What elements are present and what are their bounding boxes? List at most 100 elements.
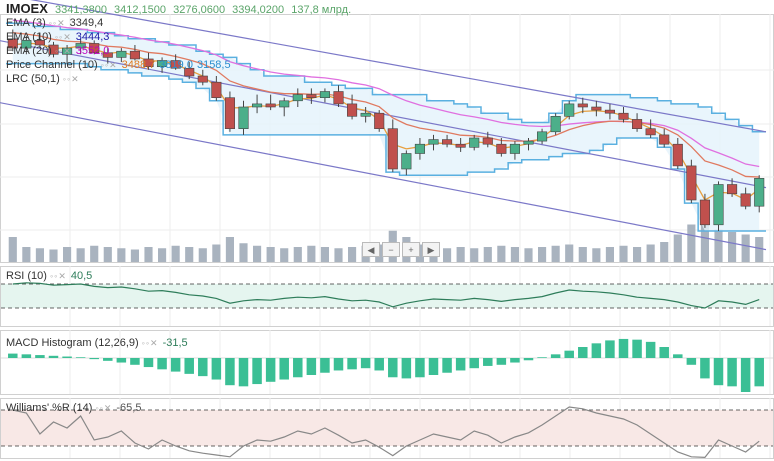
candle [509,143,520,154]
legend-price-channel[interactable]: Price Channel (10) ◦◦✕ 3488,7 3819,0 3158,5 [6,59,231,72]
scroll-nav: ◀ − + ▶ [362,242,440,257]
candle [401,153,412,170]
candle [686,165,697,201]
williams-panel[interactable] [1,406,773,459]
volume-bar [293,247,302,262]
volume-bar [225,237,234,262]
settings-icon[interactable]: ◦◦✕ [100,60,118,70]
candle [116,50,127,58]
macd-bar [564,350,574,358]
macd-value: -31,5 [162,337,188,349]
settings-icon[interactable]: ◦◦✕ [62,74,80,84]
candle [387,128,398,170]
settings-icon[interactable]: ◦◦✕ [141,338,159,348]
macd-bar [442,358,452,373]
macd-bar [591,343,602,358]
candle [170,60,181,69]
settings-icon[interactable]: ◦◦✕ [95,403,113,413]
ticker-label: IMOEX [6,1,48,16]
macd-bar [89,358,99,360]
scroll-right-button[interactable]: ▶ [422,242,440,257]
scroll-left-button[interactable]: ◀ [362,242,380,257]
volume-bar [253,245,262,262]
volume-bar [185,247,194,262]
legend-pc-name: Price Channel (10) [6,59,98,71]
volume-bar [49,249,58,262]
macd-bar [8,353,18,358]
macd-legend[interactable]: MACD Histogram (12,26,9) ◦◦✕ -31,5 [6,337,188,350]
legend-pc-low: 3158,5 [196,59,231,71]
lrc-upper-line [29,0,767,133]
volume-bar [130,249,139,262]
volume-bar [63,247,72,262]
macd-bar [578,347,588,358]
settings-icon[interactable]: ◦◦✕ [49,271,67,281]
candle [333,91,344,105]
legend-ema10[interactable]: EMA (10) ◦◦✕ 3444,3 [6,31,109,44]
candle [265,103,276,108]
macd-bar [333,358,344,371]
macd-bar [415,358,425,378]
macd-bar [496,358,507,365]
williams-legend[interactable]: Williams' %R (14) ◦◦✕ -65,5 [6,402,141,415]
macd-panel[interactable] [1,338,773,392]
volume-bar [348,247,357,262]
macd-bar [252,358,262,385]
volume-bar [22,247,31,262]
candle [21,40,32,49]
close-value: 3394,0200 [232,4,285,16]
macd-bar [198,358,208,377]
candle [75,43,86,49]
macd-bar [184,358,194,374]
volume-bar [673,234,682,262]
macd-bar [686,358,697,365]
macd-bar [130,358,140,365]
macd-bar [388,358,398,378]
macd-bar [116,358,127,363]
lrc-center-line [0,40,767,189]
candle [672,143,683,167]
volume-bar [728,232,737,262]
candle [713,184,724,226]
rsi-name: RSI (10) [6,270,47,282]
zoom-out-button[interactable]: − [382,242,400,257]
candle [564,103,575,117]
candle [197,75,208,83]
candle [699,199,710,226]
macd-bar [428,358,439,375]
rsi-legend[interactable]: RSI (10) ◦◦✕ 40,5 [6,270,92,283]
legend-ema3[interactable]: EMA (3) ◦◦✕ 3349,4 [6,17,103,30]
volume-bar [578,247,587,262]
legend-lrc[interactable]: LRC (50,1) ◦◦✕ [6,73,80,86]
volume-bar [497,245,506,262]
macd-bar [483,358,493,366]
candle [632,119,643,130]
candle [292,94,303,102]
candle [252,103,263,108]
williams-line [12,406,760,459]
macd-bar [645,341,656,358]
candle [129,50,140,60]
legend-ema20[interactable]: EMA (20) ◦◦✕ 3552,0 [6,45,109,58]
volume-bar [198,248,207,262]
candle [347,103,358,117]
zoom-in-button[interactable]: + [402,242,420,257]
candle [469,137,480,148]
macd-bar [279,358,289,380]
candle [157,60,168,67]
candle [184,67,195,77]
rsi-panel[interactable] [1,282,773,309]
volume-bar [565,244,574,262]
volume-bar [144,247,153,262]
williams-value: -65,5 [116,402,142,414]
volume-bar [320,247,329,262]
price-panel[interactable] [0,0,767,262]
settings-icon[interactable]: ◦◦✕ [54,46,72,56]
settings-icon[interactable]: ◦◦✕ [54,32,72,42]
volume-bar [646,244,655,262]
volume-bar [755,237,764,262]
settings-icon[interactable]: ◦◦✕ [48,18,66,28]
candle [7,38,18,49]
volume-bar [443,248,452,262]
macd-bar [103,358,113,361]
